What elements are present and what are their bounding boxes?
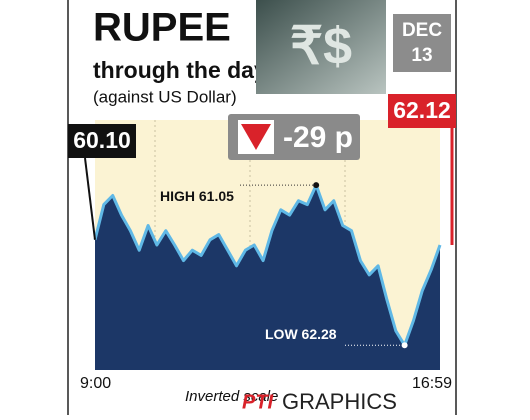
close-tag [388, 94, 456, 128]
plot: HIGH 61.05 LOW 62.28 [84, 120, 454, 370]
high-label: HIGH 61.05 [160, 188, 234, 204]
credit-text: GRAPHICS [282, 389, 397, 414]
subtitle: through the day [93, 57, 267, 83]
low-label: LOW 62.28 [265, 326, 337, 342]
scale-note: Inverted scale [185, 388, 278, 405]
line [93, 183, 442, 347]
date-box [393, 14, 451, 72]
change-icon [241, 124, 271, 150]
high-dot [313, 182, 320, 189]
change-label: -29 p [283, 121, 353, 154]
credit-brand: PTI [242, 391, 274, 413]
open-pointer [84, 157, 96, 240]
open-label: 60.10 [73, 127, 131, 153]
x-tick-label: 9:00 [80, 375, 111, 392]
low-dot [401, 342, 408, 349]
x-tick-label: 16:59 [412, 375, 452, 392]
title: RUPEE [93, 6, 231, 50]
date-day: 13 [411, 45, 432, 66]
date-month: DEC [402, 20, 442, 41]
note: (against US Dollar) [93, 87, 237, 106]
close-label: 62.12 [393, 97, 451, 123]
symbol-image [256, 0, 386, 94]
open-tag [68, 124, 136, 158]
currency-symbols: ₹$ [290, 18, 352, 76]
area [95, 185, 440, 370]
